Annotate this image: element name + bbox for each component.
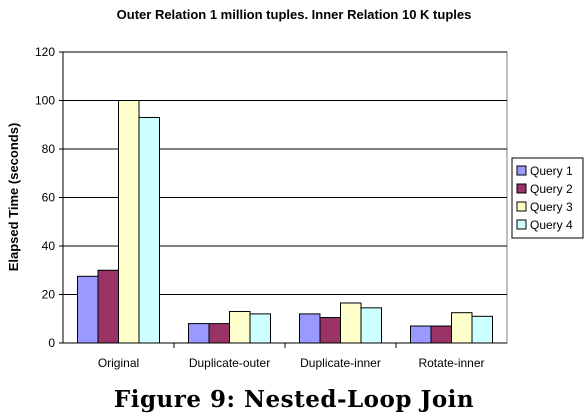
bar-query-1-duplicate-inner <box>299 313 321 344</box>
legend-swatch <box>516 165 527 176</box>
bar-query-2-duplicate-outer <box>208 323 230 344</box>
bar-query-4-original <box>138 116 160 344</box>
y-tick-label: 60 <box>42 191 56 205</box>
bar-query-4-rotate-inner <box>471 315 493 344</box>
x-tick-label: Rotate-inner <box>418 356 484 370</box>
bar-query-4-duplicate-outer <box>249 313 271 344</box>
bar-query-3-duplicate-outer <box>229 310 251 344</box>
y-tick-label: 80 <box>42 142 56 156</box>
y-tick-label: 0 <box>48 336 55 350</box>
y-tick-label: 100 <box>35 94 55 108</box>
bar-query-3-original <box>118 100 140 344</box>
bar-query-1-rotate-inner <box>410 325 432 344</box>
bar-query-4-duplicate-inner <box>360 307 382 344</box>
legend-label: Query 4 <box>530 218 573 232</box>
x-tick-label: Original <box>98 356 139 370</box>
legend-swatch <box>516 183 527 194</box>
y-tick-label: 120 <box>35 45 55 59</box>
bar-query-3-rotate-inner <box>451 312 473 344</box>
legend-label: Query 2 <box>530 182 573 196</box>
legend-swatch <box>516 219 527 230</box>
legend-swatch <box>516 201 527 212</box>
figure-caption: Figure 9: Nested-Loop Join <box>113 386 475 413</box>
legend-label: Query 3 <box>530 200 573 214</box>
x-tick-label: Duplicate-outer <box>189 356 270 370</box>
bar-query-2-rotate-inner <box>430 325 452 344</box>
bar-query-3-duplicate-inner <box>340 302 362 344</box>
chart-title: Outer Relation 1 million tuples. Inner R… <box>117 7 472 22</box>
y-axis-label: Elapsed Time (seconds) <box>6 123 21 272</box>
bar-query-1-original <box>77 275 99 344</box>
x-tick-label: Duplicate-inner <box>300 356 381 370</box>
y-tick-label: 20 <box>42 288 56 302</box>
bar-query-2-duplicate-inner <box>319 317 341 344</box>
y-tick-label: 40 <box>42 239 56 253</box>
bar-query-1-duplicate-outer <box>188 323 210 344</box>
bar-query-2-original <box>97 269 119 344</box>
legend-label: Query 1 <box>530 164 573 178</box>
